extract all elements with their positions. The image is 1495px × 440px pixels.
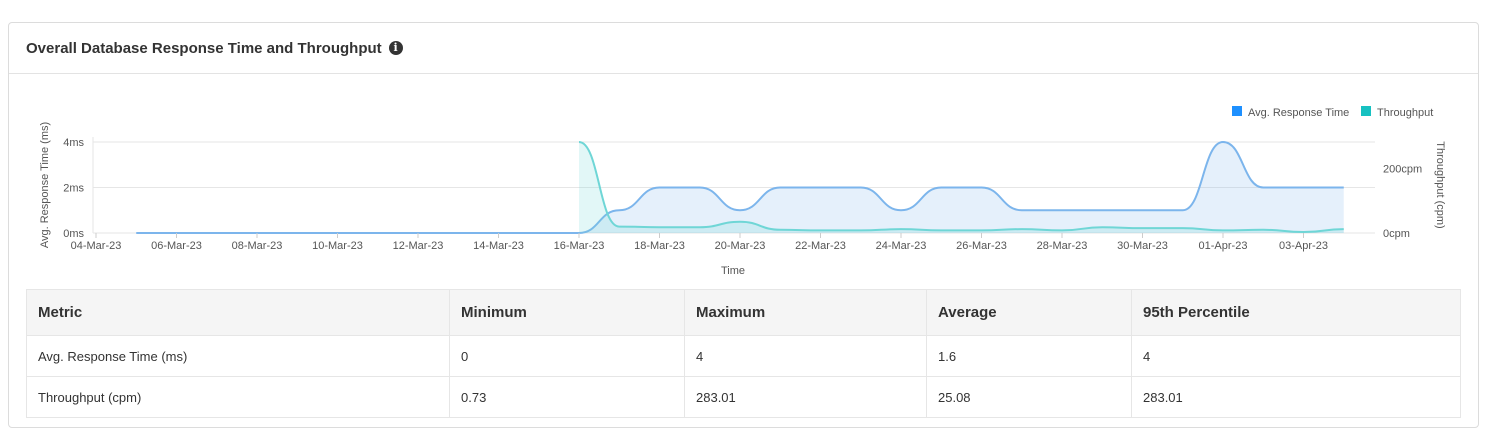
- col-average: Average: [926, 289, 1132, 336]
- legend-label-throughput[interactable]: Throughput: [1377, 107, 1433, 119]
- y-tick-label: 2ms: [63, 183, 84, 195]
- cell: 1.6: [926, 335, 1132, 377]
- card-header: Overall Database Response Time and Throu…: [9, 23, 1478, 74]
- x-tick-label: 01-Apr-23: [1199, 240, 1248, 252]
- y2-tick-label: 200cpm: [1383, 164, 1422, 176]
- x-tick-label: 08-Mar-23: [232, 240, 283, 252]
- table-header-row: Metric Minimum Maximum Average 95th Perc…: [26, 289, 1461, 336]
- x-tick-label: 28-Mar-23: [1037, 240, 1088, 252]
- cell: 25.08: [926, 376, 1132, 418]
- table-row: Avg. Response Time (ms) 0 4 1.6 4: [26, 335, 1461, 377]
- cell: 0: [449, 335, 685, 377]
- cell: Avg. Response Time (ms): [26, 335, 450, 377]
- y-axis-label: Avg. Response Time (ms): [39, 122, 51, 248]
- x-tick-label: 12-Mar-23: [393, 240, 444, 252]
- y2-tick-label: 0cpm: [1383, 228, 1410, 240]
- y-tick-label: 4ms: [63, 137, 84, 149]
- x-tick-label: 03-Apr-23: [1279, 240, 1328, 252]
- x-axis-label: Time: [721, 265, 745, 277]
- legend-swatch-throughput: [1361, 106, 1371, 116]
- cell: 0.73: [449, 376, 685, 418]
- x-tick-label: 18-Mar-23: [634, 240, 685, 252]
- info-icon[interactable]: i: [388, 41, 403, 55]
- x-tick-label: 20-Mar-23: [715, 240, 766, 252]
- x-tick-label: 26-Mar-23: [956, 240, 1007, 252]
- legend-label-response[interactable]: Avg. Response Time: [1248, 107, 1349, 119]
- col-95th: 95th Percentile: [1131, 289, 1461, 336]
- table-row: Throughput (cpm) 0.73 283.01 25.08 283.0…: [26, 376, 1461, 418]
- cell: Throughput (cpm): [26, 376, 450, 418]
- metrics-table: Metric Minimum Maximum Average 95th Perc…: [26, 289, 1461, 418]
- legend-swatch-response: [1232, 106, 1242, 116]
- x-tick-label: 24-Mar-23: [876, 240, 927, 252]
- x-tick-label: 10-Mar-23: [312, 240, 363, 252]
- x-tick-label: 30-Mar-23: [1117, 240, 1168, 252]
- cell: 283.01: [684, 376, 927, 418]
- legend: Avg. Response Time Throughput: [1232, 106, 1433, 119]
- response-throughput-chart: 0ms 2ms 4ms 0cpm 200cpm 04-Mar-23 06-Mar-23 08…: [39, 106, 1446, 277]
- cell: 4: [684, 335, 927, 377]
- x-tick-label: 14-Mar-23: [473, 240, 524, 252]
- card-title: Overall Database Response Time and Throu…: [26, 39, 382, 57]
- cell: 4: [1131, 335, 1461, 377]
- x-tick-label: 06-Mar-23: [151, 240, 202, 252]
- x-tick-label: 22-Mar-23: [795, 240, 846, 252]
- col-maximum: Maximum: [684, 289, 927, 336]
- x-tick-label: 04-Mar-23: [71, 240, 122, 252]
- y2-axis-label: Throughput (cpm): [1434, 141, 1446, 228]
- x-tick-label: 16-Mar-23: [554, 240, 605, 252]
- col-minimum: Minimum: [449, 289, 685, 336]
- series-line-1[interactable]: [578, 141, 1344, 234]
- y-tick-label: 0ms: [63, 228, 84, 240]
- cell: 283.01: [1131, 376, 1461, 418]
- col-metric: Metric: [26, 289, 450, 336]
